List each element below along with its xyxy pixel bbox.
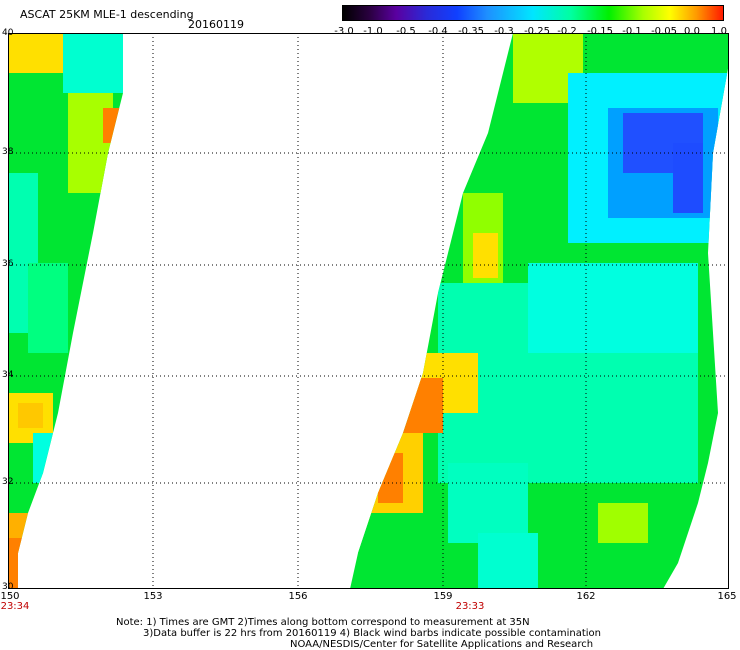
map-frame [8, 33, 729, 589]
colorbar-tick: -0.35 [458, 26, 484, 37]
colorbar-tick: -0.2 [557, 26, 577, 37]
right-swath [350, 33, 729, 589]
colorbar-tick: -0.15 [587, 26, 613, 37]
lon-label: 162 [576, 591, 596, 602]
colorbar-tick: -0.5 [396, 26, 416, 37]
colorbar-tick: -0.1 [622, 26, 642, 37]
lon-label: 156 [288, 591, 308, 602]
colorbar-tick: -0.3 [494, 26, 514, 37]
colorbar-tick: 1.0 [711, 26, 727, 37]
credit-line: NOAA/NESDIS/Center for Satellite Applica… [290, 639, 594, 650]
lat-label: 40 [2, 28, 14, 38]
colorbar-tick: 0.0 [684, 26, 700, 37]
lon-label: 159 [433, 591, 453, 602]
color-scale-bar [342, 5, 724, 21]
lat-label: 34 [2, 370, 14, 380]
product-date: 20160119 [188, 18, 244, 31]
pass-time-left: 23:34 [0, 601, 30, 612]
colorbar-tick: -0.4 [428, 26, 448, 37]
lat-label: 32 [2, 477, 14, 487]
colorbar-tick: -3.0 [334, 26, 354, 37]
note-line-1: Note: 1) Times are GMT 2)Times along bot… [116, 617, 530, 628]
colorbar-tick: -0.25 [524, 26, 550, 37]
note-line-2: 3)Data buffer is 22 hrs from 20160119 4)… [143, 628, 601, 639]
lat-label: 30 [2, 582, 14, 592]
lat-label: 36 [2, 259, 14, 269]
lon-label: 150 [0, 591, 20, 602]
graticule [8, 33, 729, 589]
colorbar-tick: -0.05 [651, 26, 677, 37]
pass-time-right: 23:33 [455, 601, 485, 612]
colorbar-tick: -1.0 [363, 26, 383, 37]
lon-label: 153 [143, 591, 163, 602]
swath-map [8, 33, 729, 589]
product-title: ASCAT 25KM MLE-1 descending [20, 8, 194, 21]
lon-label: 165 [717, 591, 737, 602]
lat-label: 38 [2, 147, 14, 157]
